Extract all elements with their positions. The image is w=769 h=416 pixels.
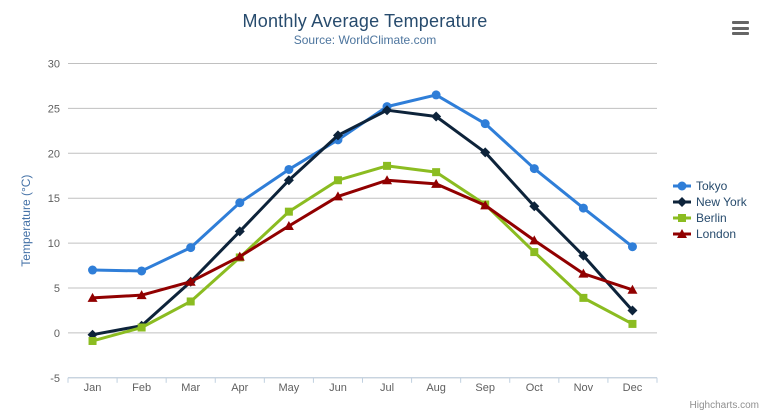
hamburger-icon[interactable] [729, 19, 753, 37]
x-tick-label: May [278, 382, 299, 394]
legend-item-new-york[interactable]: New York [673, 194, 747, 210]
square-legend-marker-icon [673, 214, 691, 222]
data-point-tokyo[interactable] [284, 164, 294, 174]
chart-subtitle: Source: WorldClimate.com [293, 33, 437, 47]
triangle-legend-marker-icon [673, 229, 691, 238]
legend: Tokyo New York Berlin London [673, 178, 747, 242]
legend-label: New York [696, 195, 747, 209]
x-tick-label: Apr [231, 382, 248, 394]
y-tick-label: 30 [48, 59, 60, 71]
data-point-tokyo[interactable] [627, 242, 637, 252]
data-point-tokyo[interactable] [480, 119, 490, 129]
x-tick-label: Oct [526, 382, 543, 394]
x-tick-label: Jul [380, 382, 394, 394]
data-point-berlin[interactable] [530, 248, 539, 257]
data-point-london[interactable] [578, 268, 589, 278]
data-point-tokyo[interactable] [88, 265, 98, 275]
data-point-london[interactable] [332, 191, 343, 201]
y-tick-label: 20 [48, 148, 60, 160]
data-point-berlin[interactable] [333, 176, 342, 185]
data-point-london[interactable] [136, 290, 147, 300]
data-point-tokyo[interactable] [137, 266, 147, 276]
data-point-berlin[interactable] [383, 161, 392, 170]
data-point-berlin[interactable] [579, 293, 588, 302]
series-line-new-york[interactable] [91, 108, 634, 337]
highcharts-credit-link[interactable]: Highcharts.com [689, 400, 759, 411]
y-axis-title: Temperature (°C) [19, 175, 33, 267]
data-point-london[interactable] [87, 292, 98, 302]
legend-item-london[interactable]: London [673, 226, 747, 242]
legend-label: Tokyo [696, 179, 728, 193]
x-tick-label: Mar [181, 382, 200, 394]
legend-label: Berlin [696, 211, 727, 225]
data-point-tokyo[interactable] [235, 198, 245, 208]
data-point-london[interactable] [382, 175, 393, 185]
legend-item-tokyo[interactable]: Tokyo [673, 178, 747, 194]
hamburger-bar [732, 32, 749, 35]
diamond-legend-marker-icon [673, 197, 691, 207]
hamburger-bar [732, 26, 749, 30]
data-point-london[interactable] [234, 251, 245, 261]
data-point-new-york[interactable] [332, 130, 343, 141]
legend-label: London [696, 227, 737, 241]
x-tick-label: Feb [132, 382, 151, 394]
data-point-berlin[interactable] [284, 207, 293, 216]
data-point-tokyo[interactable] [578, 203, 588, 213]
x-tick-label: Dec [623, 382, 643, 394]
x-tick-label: Jan [84, 382, 102, 394]
data-point-london[interactable] [529, 235, 540, 245]
series-line-london[interactable] [91, 178, 634, 300]
data-point-berlin[interactable] [628, 319, 637, 328]
data-point-london[interactable] [185, 276, 196, 286]
data-point-london[interactable] [283, 221, 294, 231]
data-point-london[interactable] [431, 178, 442, 188]
data-point-new-york[interactable] [283, 175, 294, 186]
data-point-berlin[interactable] [88, 336, 97, 345]
data-point-london[interactable] [627, 284, 638, 294]
legend-item-berlin[interactable]: Berlin [673, 210, 747, 226]
data-point-tokyo[interactable] [529, 164, 539, 174]
data-point-tokyo[interactable] [431, 90, 441, 100]
series-line-berlin[interactable] [91, 164, 634, 343]
x-tick-label: Sep [475, 382, 495, 394]
x-tick-label: Aug [426, 382, 446, 394]
data-point-berlin[interactable] [137, 323, 146, 332]
y-tick-label: 25 [48, 103, 60, 115]
data-point-berlin[interactable] [432, 168, 441, 177]
data-point-tokyo[interactable] [186, 243, 196, 253]
y-tick-label: 10 [48, 238, 60, 250]
hamburger-bar [732, 21, 749, 24]
data-point-new-york[interactable] [382, 105, 393, 116]
data-point-new-york[interactable] [480, 147, 491, 158]
data-point-new-york[interactable] [234, 226, 245, 237]
data-point-berlin[interactable] [186, 297, 195, 306]
y-tick-label: -5 [50, 373, 60, 385]
data-point-new-york[interactable] [431, 111, 442, 122]
circle-legend-marker-icon [673, 181, 691, 191]
data-point-new-york[interactable] [578, 250, 589, 261]
data-point-london[interactable] [480, 200, 491, 210]
chart-title: Monthly Average Temperature [242, 11, 488, 31]
y-tick-label: 5 [54, 283, 60, 295]
data-point-new-york[interactable] [627, 305, 638, 316]
x-tick-label: Jun [329, 382, 347, 394]
x-tick-label: Nov [574, 382, 594, 394]
y-tick-label: 0 [54, 328, 60, 340]
data-point-new-york[interactable] [529, 201, 540, 212]
y-tick-label: 15 [48, 193, 60, 205]
